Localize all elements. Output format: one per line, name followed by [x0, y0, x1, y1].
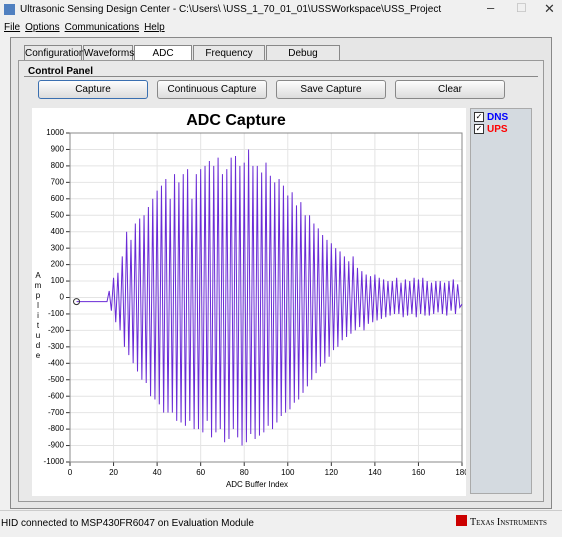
x-tick-label: 40 — [153, 468, 162, 477]
menu-bar: File Options Communications Help — [4, 22, 165, 33]
button[interactable]: Capture — [38, 80, 148, 99]
y-tick-label: 500 — [51, 210, 65, 219]
ti-logo — [456, 515, 467, 526]
y-tick-label: 100 — [51, 276, 65, 285]
y-tick-label: 300 — [51, 243, 65, 252]
x-tick-label: 180 — [455, 468, 466, 477]
status-bar — [0, 510, 562, 537]
menu-item[interactable]: Communications — [64, 22, 140, 33]
y-tick-label: 700 — [51, 177, 65, 186]
y-tick-label: 800 — [51, 161, 65, 170]
data-line — [76, 149, 463, 446]
legend-item[interactable]: ✓ DNS — [474, 111, 508, 123]
y-tick-label: -700 — [48, 408, 65, 417]
y-tick-label: -800 — [48, 424, 65, 433]
tab[interactable]: ADC Capture — [134, 45, 192, 74]
app-icon — [4, 4, 15, 15]
plot-frame — [69, 132, 463, 463]
button[interactable]: Save Capture — [276, 80, 386, 99]
y-tick-label: -200 — [48, 326, 65, 335]
x-tick-label: 100 — [281, 468, 295, 477]
y-tick-label: 600 — [51, 194, 65, 203]
x-tick-label: 60 — [196, 468, 205, 477]
minimize[interactable]: – — [487, 0, 495, 15]
y-tick-label: 400 — [51, 227, 65, 236]
y-tick-label: -1000 — [44, 457, 65, 466]
chart: ADC Capture ADC Buffer Index -1000-900-8… — [32, 108, 466, 496]
brand: Texas Instruments — [470, 517, 547, 528]
button[interactable]: Continuous Capture — [157, 80, 267, 99]
y-tick-label: -100 — [48, 309, 65, 318]
x-tick-label: 160 — [412, 468, 426, 477]
tab[interactable]: Frequency Sweep — [193, 45, 265, 74]
y-tick-label: -500 — [48, 375, 65, 384]
checkbox[interactable]: ✓ — [474, 124, 484, 134]
maximize[interactable]: ☐ — [516, 1, 527, 15]
x-tick-label: 0 — [68, 468, 73, 477]
legend-panel — [470, 108, 532, 494]
y-tick-label: 900 — [51, 145, 65, 154]
control-panel-label: Control Panel — [28, 66, 94, 77]
menu-item[interactable]: Options — [25, 22, 60, 33]
x-tick-label: 120 — [325, 468, 339, 477]
tab[interactable]: Debug Waveform — [266, 45, 340, 74]
status-text: HID connected to MSP430FR6047 on Evaluat… — [1, 518, 254, 529]
close[interactable]: ✕ — [544, 1, 555, 16]
y-tick-label: 200 — [51, 260, 65, 269]
x-axis-label: ADC Buffer Index — [226, 480, 288, 489]
y-tick-label: -300 — [48, 342, 65, 351]
start-marker — [73, 298, 81, 306]
separator — [24, 76, 538, 77]
x-tick-label: 80 — [240, 468, 249, 477]
menu-item[interactable]: File — [4, 22, 21, 33]
menu-item[interactable]: Help — [144, 22, 165, 33]
legend: ✓ DNS ✓ UPS — [474, 111, 508, 135]
button[interactable]: Clear — [395, 80, 505, 99]
y-tick-label: -400 — [48, 358, 65, 367]
window-title: Ultrasonic Sensing Design Center - C:\Us… — [20, 4, 442, 15]
x-tick-label: 140 — [368, 468, 382, 477]
y-tick-label: -900 — [48, 441, 65, 450]
y-tick-label: 1000 — [46, 128, 64, 137]
legend-label: DNS — [487, 111, 509, 123]
tab[interactable]: Waveforms — [83, 45, 134, 61]
legend-label: UPS — [487, 123, 508, 135]
y-tick-label: 0 — [60, 293, 65, 302]
chart-title: ADC Capture — [186, 112, 286, 129]
legend-item[interactable]: ✓ UPS — [474, 123, 508, 135]
tab[interactable]: Configuration — [24, 45, 84, 61]
x-tick-label: 20 — [109, 468, 118, 477]
checkbox[interactable]: ✓ — [474, 112, 484, 122]
y-tick-label: -600 — [48, 391, 65, 400]
